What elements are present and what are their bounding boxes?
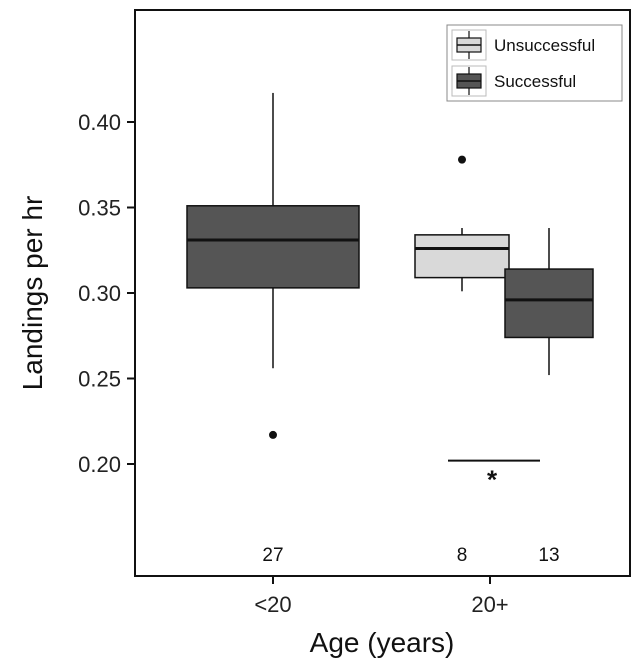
y-tick-label: 0.40	[78, 110, 121, 135]
legend-label-successful: Successful	[494, 72, 576, 91]
outlier-point	[458, 155, 466, 164]
box	[186, 205, 360, 289]
x-tick-label: 20+	[471, 592, 508, 617]
legend-label-unsuccessful: Unsuccessful	[494, 36, 595, 55]
x-tick-label: <20	[254, 592, 291, 617]
y-tick-label: 0.30	[78, 281, 121, 306]
y-tick-label: 0.25	[78, 367, 121, 392]
x-axis: <20 20+	[254, 576, 509, 617]
y-tick-label: 0.35	[78, 196, 121, 221]
y-axis-title: Landings per hr	[17, 196, 48, 391]
sample-size-label: 8	[457, 545, 468, 566]
y-axis: 0.20 0.25 0.30 0.35 0.40	[78, 110, 135, 477]
legend: Unsuccessful Successful	[446, 24, 623, 102]
boxes-layer: 27 8 13	[186, 92, 594, 566]
sample-size-label: 27	[262, 545, 283, 566]
x-axis-title: Age (years)	[310, 627, 455, 658]
outlier-point	[269, 430, 277, 439]
box	[414, 234, 510, 279]
sample-size-label: 13	[538, 545, 559, 566]
box	[504, 268, 594, 339]
y-tick-label: 0.20	[78, 452, 121, 477]
significance-star: *	[487, 465, 498, 495]
